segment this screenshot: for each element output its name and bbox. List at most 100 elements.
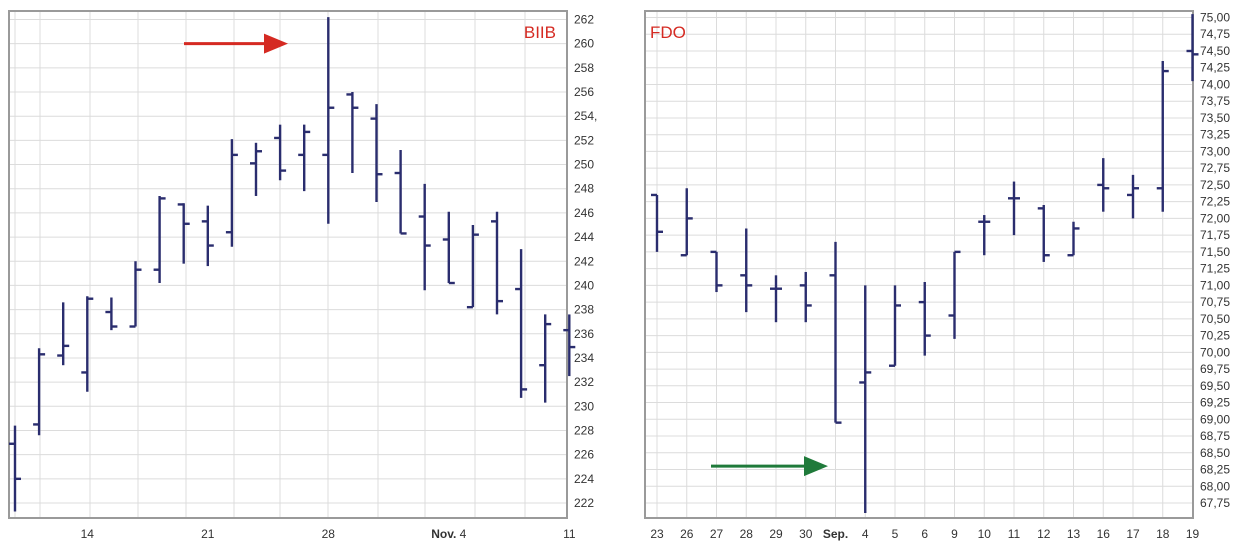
fdo-xtick-label: 18 — [1156, 527, 1170, 541]
fdo-ohlc-bar — [799, 271, 812, 323]
fdo-ytick-label: 71,75 — [1200, 228, 1230, 242]
biib-ohlc-bar — [563, 314, 576, 377]
fdo-xtick-label: 23 — [650, 527, 664, 541]
fdo-ohlc-bar — [948, 250, 961, 339]
biib-ytick-label: 256 — [574, 85, 594, 99]
fdo-gridlines — [645, 11, 1193, 518]
fdo-arrow-head — [804, 456, 828, 477]
fdo-ytick-label: 73,50 — [1200, 111, 1230, 125]
fdo-ytick-label: 68,00 — [1200, 479, 1230, 493]
biib-ytick-label: 236 — [574, 327, 594, 341]
fdo-ytick-label: 69,25 — [1200, 396, 1230, 410]
biib-ohlc-bar — [394, 150, 407, 235]
biib-xtick-label: 21 — [201, 527, 215, 541]
biib-ytick-label: 254, — [574, 109, 597, 123]
fdo-xtick-label: 26 — [680, 527, 694, 541]
biib-chart-panel: 222 224 226 228 230 232 234 236 238 240 242 244 246 2… — [8, 10, 597, 541]
fdo-ohlc-bar — [978, 215, 991, 256]
fdo-ytick-label: 71,00 — [1200, 278, 1230, 292]
fdo-ohlc-bar — [1067, 221, 1080, 257]
biib-ohlc-bar — [491, 211, 503, 315]
fdo-ytick-label: 74,75 — [1200, 27, 1230, 41]
biib-ohlc-bar — [105, 297, 118, 331]
red-arrow-icon — [184, 33, 288, 54]
fdo-xtick-label: 16 — [1097, 527, 1111, 541]
fdo-xtick-label: 28 — [740, 527, 754, 541]
biib-ytick-label: 224 — [574, 472, 594, 486]
biib-ytick-label: 240 — [574, 278, 594, 292]
biib-ohlc-bar — [129, 261, 142, 328]
fdo-y-axis: 67,75 68,00 68,25 68,50 68,75 69,00 69,25 69,50… — [1200, 11, 1230, 511]
fdo-ytick-label: 70,50 — [1200, 312, 1230, 326]
fdo-ohlc-bar — [770, 275, 782, 323]
biib-xtick-label: 28 — [322, 527, 336, 541]
biib-y-axis: 222 224 226 228 230 232 234 236 238 240 242 244 246 2… — [574, 13, 597, 511]
fdo-ohlc-bar — [1127, 174, 1139, 219]
fdo-ohlc-bar — [859, 285, 872, 514]
fdo-xtick-label: 5 — [892, 527, 899, 541]
fdo-xtick-label: 29 — [769, 527, 783, 541]
fdo-ohlc-bar — [889, 285, 901, 367]
biib-ohlc-bar — [322, 17, 335, 224]
biib-ohlc-bar — [57, 302, 70, 366]
fdo-ytick-label: 72,75 — [1200, 161, 1230, 175]
fdo-xtick-label: 13 — [1067, 527, 1081, 541]
fdo-ytick-label: 69,75 — [1200, 362, 1230, 376]
biib-plot-frame — [8, 10, 568, 519]
biib-ohlc-bar — [177, 203, 190, 264]
biib-ohlc-bar — [250, 142, 262, 196]
fdo-ohlc-bar — [680, 188, 693, 257]
biib-ytick-label: 252 — [574, 133, 594, 147]
biib-ohlc-bar — [466, 224, 479, 309]
biib-ohlc-bar — [370, 104, 383, 203]
fdo-xtick-label: 11 — [1008, 527, 1021, 541]
biib-ytick-label: 242 — [574, 254, 594, 268]
fdo-ytick-label: 70,00 — [1200, 345, 1230, 359]
biib-ohlc-bar — [346, 92, 359, 174]
biib-ytick-label: 250 — [574, 158, 594, 172]
fdo-ytick-label: 72,00 — [1200, 211, 1230, 225]
green-arrow-icon — [711, 456, 828, 477]
fdo-xtick-label: 27 — [710, 527, 724, 541]
fdo-xtick-label: 6 — [921, 527, 928, 541]
fdo-ytick-label: 74,25 — [1200, 61, 1230, 75]
biib-ohlc-bar — [153, 195, 166, 284]
biib-ytick-label: 258 — [574, 61, 594, 75]
biib-ohlc-bar — [539, 314, 552, 403]
fdo-x-axis: 23 26 27 28 29 30 Sep. 4 5 6 9 10 11 12 13 16 17 18 19 — [650, 527, 1199, 541]
fdo-ytick-label: 73,00 — [1200, 144, 1230, 158]
biib-xtick-label: 11 — [563, 527, 576, 541]
fdo-ytick-label: 67,75 — [1200, 496, 1230, 510]
biib-ytick-label: 234 — [574, 351, 594, 365]
fdo-ytick-label: 71,50 — [1200, 245, 1230, 259]
fdo-ytick-label: 74,00 — [1200, 77, 1230, 91]
fdo-xtick-label: Sep. — [823, 527, 848, 541]
biib-ytick-label: 230 — [574, 399, 594, 413]
fdo-ytick-label: 70,75 — [1200, 295, 1230, 309]
fdo-xtick-label: 30 — [799, 527, 813, 541]
biib-ohlc-bar — [274, 124, 287, 181]
fdo-xtick-label: 4 — [862, 527, 869, 541]
fdo-ytick-label: 68,75 — [1200, 429, 1230, 443]
fdo-ytick-label: 73,25 — [1200, 128, 1230, 142]
fdo-ohlc-bar — [918, 282, 931, 356]
fdo-ohlc-bar — [1097, 158, 1110, 212]
fdo-ytick-label: 73,75 — [1200, 94, 1230, 108]
fdo-ohlc-bar — [651, 193, 663, 252]
biib-ohlc-bar — [515, 249, 528, 398]
fdo-symbol-label: FDO — [650, 23, 686, 42]
fdo-chart-panel: 67,75 68,00 68,25 68,50 68,75 69,00 69,25 69,50… — [644, 10, 1230, 541]
fdo-ytick-label: 72,25 — [1200, 195, 1230, 209]
biib-ohlc-bar — [418, 183, 431, 291]
biib-xtick-label: Nov. 4 — [431, 527, 466, 541]
biib-gridlines — [9, 11, 567, 518]
fdo-ytick-label: 69,00 — [1200, 412, 1230, 426]
fdo-ytick-label: 74,50 — [1200, 44, 1230, 58]
biib-ohlc-bar — [33, 348, 46, 436]
fdo-xtick-label: 12 — [1037, 527, 1051, 541]
biib-ytick-label: 228 — [574, 423, 594, 437]
biib-ohlc-bar — [201, 205, 214, 267]
biib-price-bars — [9, 17, 576, 512]
fdo-ytick-label: 69,50 — [1200, 379, 1230, 393]
